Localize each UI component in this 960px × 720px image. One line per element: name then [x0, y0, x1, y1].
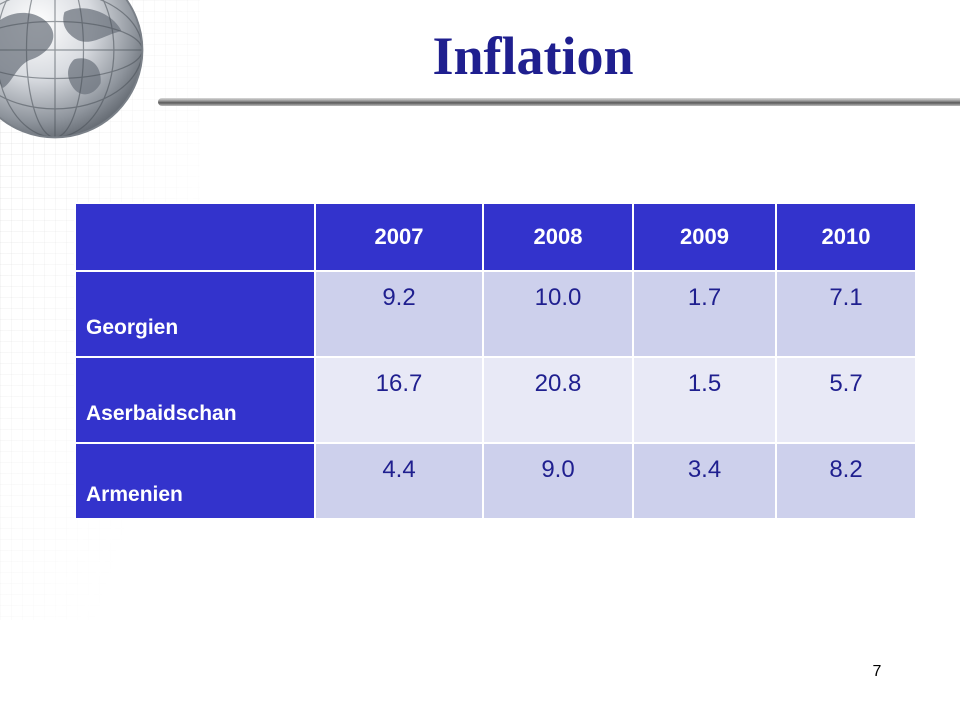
table-cell: 1.5 [632, 356, 777, 444]
table-cell: 16.7 [314, 356, 484, 444]
table-cell: 9.0 [482, 442, 634, 520]
column-header: 2010 [775, 202, 917, 272]
globe-icon [0, 0, 144, 139]
row-label: Armenien [74, 442, 316, 520]
table-cell: 10.0 [482, 270, 634, 358]
table-cell: 20.8 [482, 356, 634, 444]
table-cell: 8.2 [775, 442, 917, 520]
table-cell: 4.4 [314, 442, 484, 520]
table-row: Armenien 4.4 9.0 3.4 8.2 [74, 442, 917, 520]
table-row: Aserbaidschan 16.7 20.8 1.5 5.7 [74, 356, 917, 444]
table-cell: 1.7 [632, 270, 777, 358]
table-cell: 5.7 [775, 356, 917, 444]
table-cell: 7.1 [775, 270, 917, 358]
row-label: Georgien [74, 270, 316, 358]
column-header: 2007 [314, 202, 484, 272]
inflation-table: 2007 2008 2009 2010 Georgien 9.2 10.0 1.… [74, 202, 917, 520]
page-title: Inflation [432, 26, 634, 86]
table-header-row: 2007 2008 2009 2010 [74, 202, 917, 272]
column-header: 2009 [632, 202, 777, 272]
table-cell: 9.2 [314, 270, 484, 358]
header-corner-cell [74, 202, 316, 272]
table-cell: 3.4 [632, 442, 777, 520]
page-number: 7 [872, 663, 882, 680]
table-row: Georgien 9.2 10.0 1.7 7.1 [74, 270, 917, 358]
title-divider [158, 98, 960, 106]
column-header: 2008 [482, 202, 634, 272]
row-label: Aserbaidschan [74, 356, 316, 444]
